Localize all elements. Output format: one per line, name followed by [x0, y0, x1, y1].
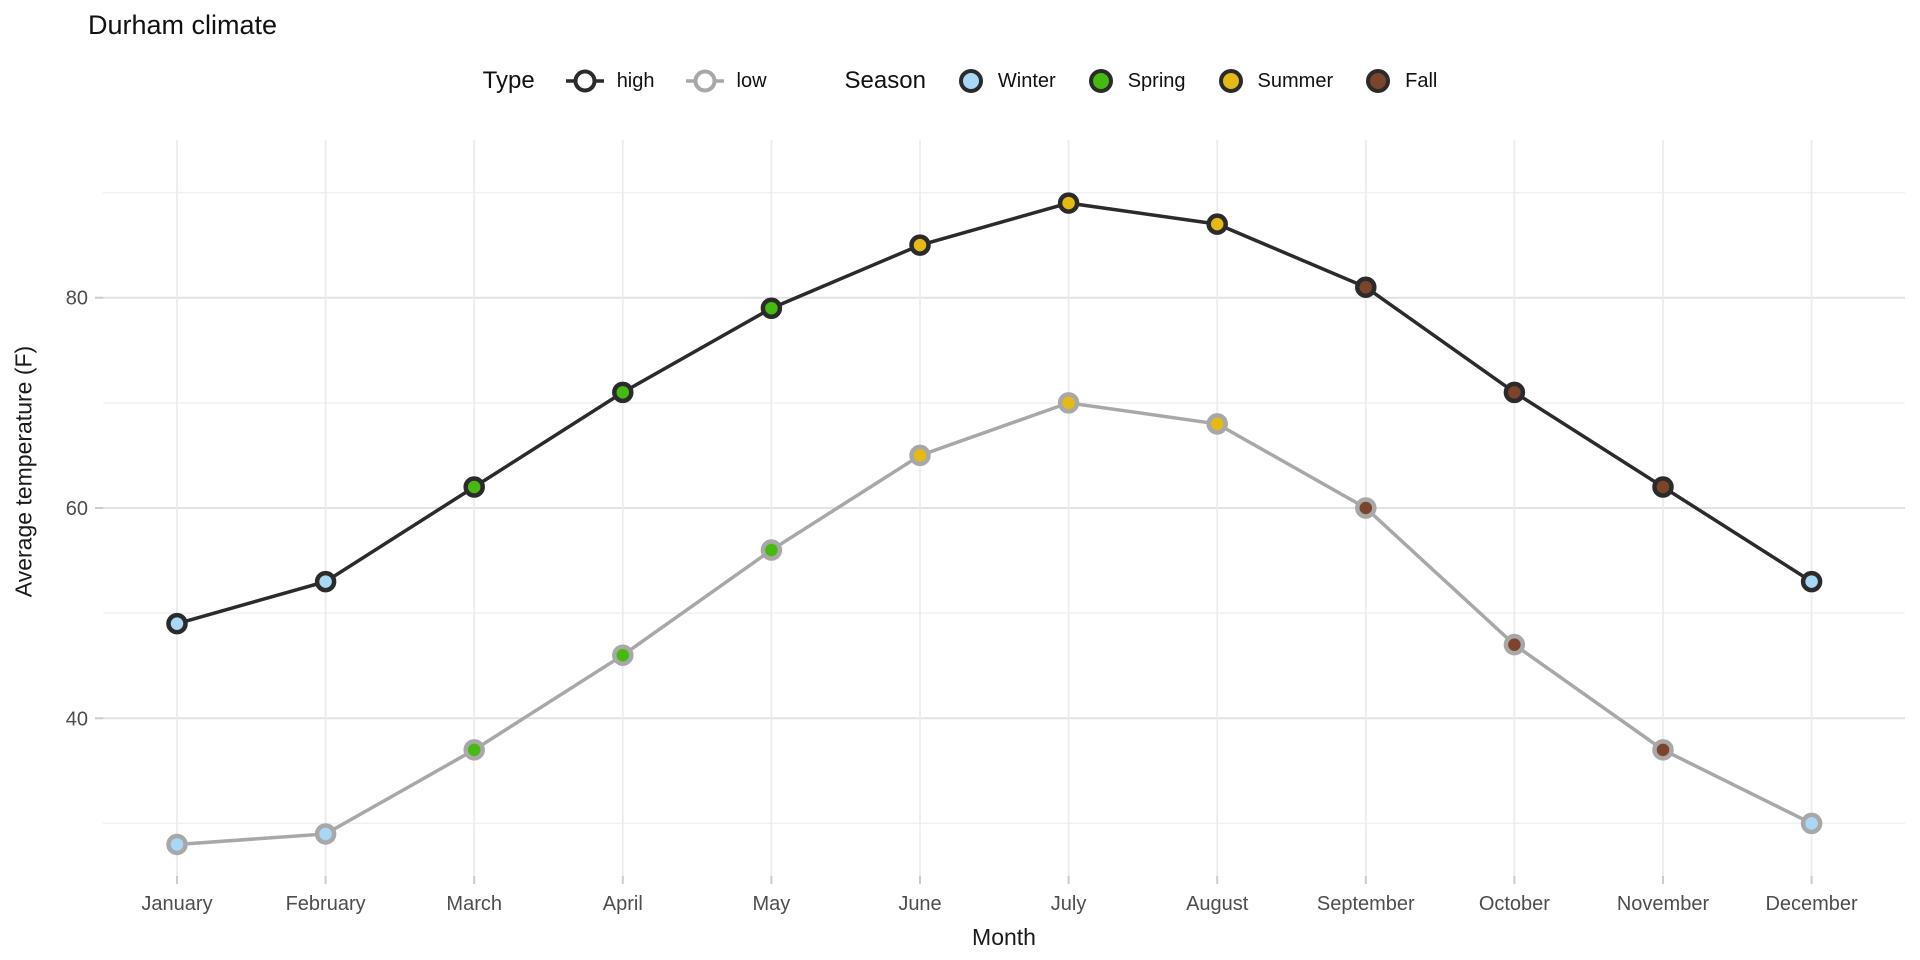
data-point-high-december — [1800, 570, 1823, 593]
fall-key-icon — [1366, 69, 1391, 93]
legend-season-title: Season — [844, 67, 926, 94]
x-tick-label-april: April — [603, 893, 643, 915]
x-tick-label-may: May — [753, 893, 791, 915]
legend: Type high low Season Winter Spring Summe… — [0, 58, 1920, 104]
legend-label-high: high — [616, 69, 655, 92]
legend-item-fall: Fall — [1363, 63, 1437, 99]
data-point-low-june — [909, 444, 931, 467]
x-tick-label-february: February — [286, 893, 366, 915]
y-tick-label-40: 40 — [66, 708, 88, 730]
legend-label-low: low — [736, 69, 767, 92]
data-point-low-april — [612, 644, 634, 666]
line-low — [176, 401, 1813, 847]
data-point-high-september — [1355, 276, 1377, 298]
data-point-low-february — [314, 823, 337, 845]
x-tick-label-january: January — [141, 893, 212, 915]
data-point-high-may — [760, 297, 783, 319]
data-point-high-june — [909, 234, 931, 256]
data-point-high-february — [314, 570, 337, 593]
data-point-high-november — [1652, 476, 1674, 498]
data-point-high-april — [612, 381, 634, 404]
data-point-high-march — [463, 476, 485, 498]
spring-key-icon — [1088, 69, 1113, 93]
data-point-low-march — [463, 739, 485, 761]
y-tick-label-60: 60 — [66, 498, 88, 520]
legend-label-winter: Winter — [997, 69, 1056, 92]
legend-type-title: Type — [482, 67, 535, 94]
data-point-low-november — [1652, 739, 1674, 761]
data-point-high-october — [1503, 381, 1526, 404]
legend-item-summer: Summer — [1216, 63, 1334, 99]
x-axis-title: Month — [972, 924, 1036, 950]
legend-item-spring: Spring — [1086, 63, 1186, 99]
low-key-icon — [685, 69, 724, 93]
x-tick-label-december: December — [1765, 893, 1858, 915]
data-point-high-august — [1206, 213, 1228, 235]
legend-item-winter: Winter — [956, 63, 1056, 99]
line-high — [176, 201, 1813, 626]
data-point-low-may — [760, 539, 783, 561]
summer-key-icon — [1218, 69, 1243, 93]
data-point-low-august — [1206, 413, 1228, 435]
legend-label-fall: Fall — [1405, 69, 1438, 92]
winter-key-icon — [958, 69, 983, 93]
data-point-low-december — [1800, 812, 1823, 835]
y-tick-label-80: 80 — [66, 288, 88, 310]
data-point-high-july — [1057, 192, 1080, 214]
x-tick-label-october: October — [1479, 893, 1550, 915]
x-tick-label-july: July — [1051, 893, 1087, 915]
legend-label-spring: Spring — [1127, 69, 1186, 92]
x-tick-label-september: September — [1317, 893, 1415, 915]
data-point-low-january — [166, 833, 188, 856]
chart-title: Durham climate — [88, 10, 278, 40]
x-tick-label-august: August — [1186, 893, 1249, 915]
legend-label-summer: Summer — [1257, 69, 1334, 92]
data-point-high-january — [166, 612, 188, 635]
data-point-low-september — [1355, 497, 1377, 519]
x-tick-label-march: March — [446, 893, 502, 915]
y-axis-title: Average temperature (F) — [10, 345, 37, 598]
high-key-icon — [565, 69, 604, 93]
data-point-low-july — [1057, 392, 1080, 414]
legend-item-low: low — [685, 63, 767, 99]
x-tick-label-june: June — [898, 893, 941, 915]
x-tick-label-november: November — [1617, 893, 1710, 915]
legend-item-high: high — [565, 63, 655, 99]
data-point-low-october — [1503, 633, 1526, 656]
